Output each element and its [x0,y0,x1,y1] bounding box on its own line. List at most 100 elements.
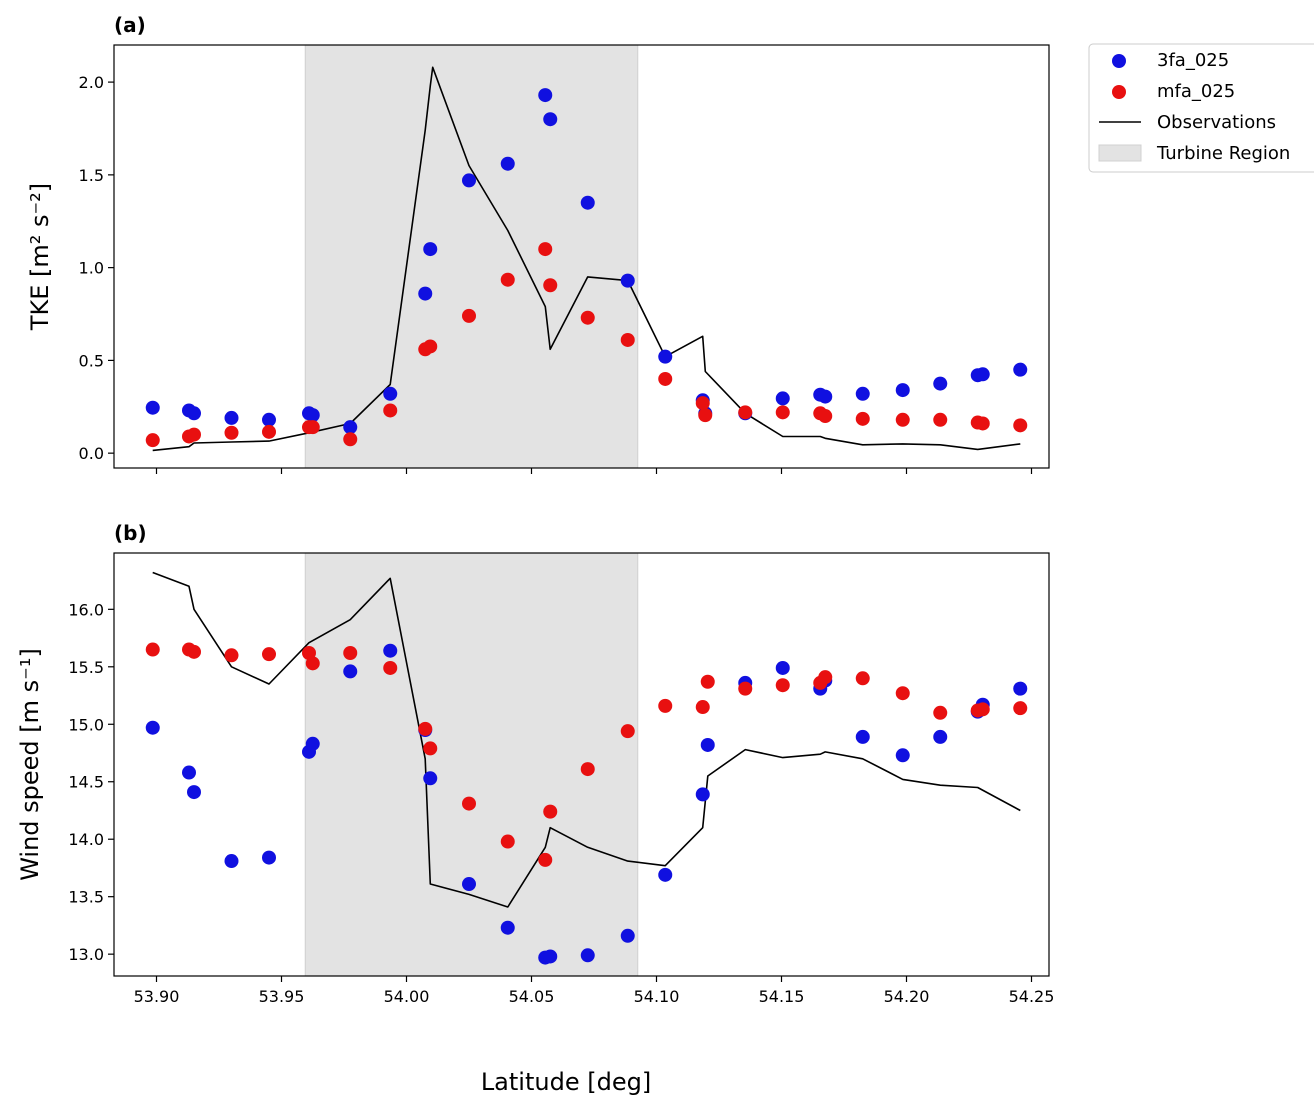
y-tick-label: 14.0 [68,830,104,849]
mfa-point [262,647,276,662]
x-tick-label: 54.00 [384,987,430,1006]
mfa-point [224,648,239,663]
3fa-point [775,660,790,675]
3fa-point [543,112,558,127]
mfa-point [262,424,276,439]
3fa-point [543,949,558,964]
3fa-point [462,877,476,892]
x-tick-label: 54.10 [634,987,680,1006]
3fa-point [620,273,635,288]
3fa-point [423,771,438,786]
panel-label: (a) [114,13,146,37]
mfa-point [423,741,438,756]
legend-label: mfa_025 [1157,81,1235,102]
3fa-point [933,729,948,744]
3fa-point [658,349,673,364]
3fa-point [145,720,160,735]
legend: 3fa_025 mfa_025 Observations Turbine Region [1088,43,1314,173]
3fa-point [182,765,196,780]
mfa-point [658,371,673,386]
mfa-point [775,405,790,420]
panel-a-tke: 0.0 0.5 1.0 1.5 2.0 (a) TKE [m² s⁻²] [26,13,1050,474]
y-tick-label: 14.5 [68,773,104,792]
y-tick-label: 13.0 [68,945,104,964]
y-tick-label: 15.0 [68,715,104,734]
3fa-point [695,787,710,802]
3fa-point [383,386,398,401]
panel-b-wind-speed: 53.90 53.95 54.00 54.05 54.10 54.15 54.20 54.25… [16,521,1054,1006]
3fa-point [262,850,276,865]
shared-x-axis-label: Latitude [deg] [481,1068,651,1096]
mfa-point [343,432,358,447]
axes-frame [113,44,1050,469]
legend-frame [1088,43,1314,173]
legend-patch [1098,144,1142,162]
3fa-point [187,406,201,421]
y-axis-label: TKE [m² s⁻²] [26,183,54,331]
y-tick-label: 1.5 [79,166,104,185]
observations-line [152,571,1021,908]
3fa-point [580,195,595,210]
3fa-point [1013,681,1028,696]
legend-label: 3fa_025 [1157,50,1229,71]
mfa-point [695,396,710,411]
mfa-point [418,721,433,736]
x-tick-label: 53.95 [259,987,305,1006]
y-tick-label: 2.0 [79,73,104,92]
3fa-point [145,400,160,415]
y-tick-label: 13.5 [68,888,104,907]
y-axis-label: Wind speed [m s⁻¹] [16,648,44,881]
legend-label: Observations [1157,112,1276,133]
mfa-point [538,852,553,867]
3fa-point [933,376,948,391]
mfa-point [543,804,558,819]
3fa-point [538,88,553,103]
mfa-point [383,660,398,675]
3fa-point [343,420,358,435]
mfa-point [462,796,476,811]
x-tick-label: 54.25 [1009,987,1055,1006]
mfa-point [343,646,358,661]
3fa-point [895,383,910,398]
mfa-point [895,686,910,701]
mfa-point [775,678,790,693]
mfa-point [423,339,438,354]
x-tick-label: 54.15 [759,987,805,1006]
mfa-point [224,425,239,440]
mfa-point [538,242,553,257]
3fa-point [975,367,990,382]
3fa-point [305,408,320,423]
turbine-region-shade [304,44,639,469]
mfa-point [818,409,833,424]
mfa-point [698,408,713,423]
mfa-point [187,427,201,442]
legend-marker [1112,85,1126,99]
3fa-point [658,867,673,882]
3fa-point [224,854,239,869]
3fa-point [895,748,910,763]
mfa-point [975,702,990,717]
mfa-point [855,671,870,686]
legend-marker [1112,54,1126,68]
mfa-point [700,674,715,689]
axes-frame [113,552,1050,977]
mfa-point [658,698,673,713]
3fa-point [500,156,515,171]
3fa-point [305,736,320,751]
y-tick-label: 0.0 [79,444,104,463]
mfa-point [462,308,476,323]
3fa-point [224,410,239,425]
3fa-point [818,389,833,404]
3fa-point [418,286,433,301]
turbine-region-shade [304,552,639,977]
3fa-point [383,643,398,658]
3fa-point [775,391,790,406]
y-tick-label: 16.0 [68,600,104,619]
3fa-point [855,729,870,744]
3fa-point [262,412,276,427]
mfa-point [500,834,515,849]
mfa-point [933,705,948,720]
mfa-point [305,420,320,435]
mfa-point [738,405,753,420]
mfa-point [1013,418,1028,433]
